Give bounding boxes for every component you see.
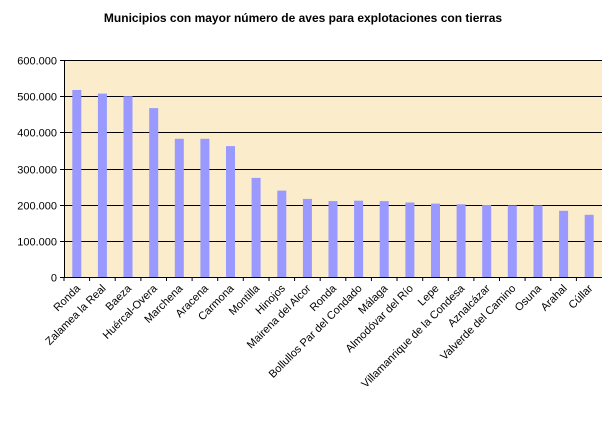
- bar: [379, 201, 389, 277]
- bar: [123, 96, 133, 277]
- bar: [149, 108, 159, 277]
- y-tick-labels: 0 100.000 200.000 300.000 400.000 500.000 600.…: [17, 56, 57, 285]
- bar-series: [72, 90, 594, 277]
- x-tick-label: Osuna: [513, 282, 545, 314]
- y-tick-label: 0: [51, 273, 57, 285]
- bar: [456, 204, 466, 277]
- bar: [482, 205, 492, 277]
- bar: [328, 201, 338, 277]
- bar: [533, 205, 543, 277]
- bar: [200, 138, 210, 277]
- bar: [277, 190, 287, 277]
- y-tick-label: 100.000: [17, 237, 57, 249]
- y-tick-label: 400.000: [17, 128, 57, 140]
- bar: [354, 200, 364, 277]
- axes: [60, 60, 602, 281]
- y-tick-label: 300.000: [17, 165, 57, 177]
- y-tick-label: 500.000: [17, 92, 57, 104]
- bar: [72, 90, 82, 277]
- bar: [174, 138, 184, 277]
- x-tick-label: Arahal: [539, 283, 570, 314]
- y-tick-label: 200.000: [17, 201, 57, 213]
- bar: [251, 177, 261, 277]
- bar: [431, 203, 440, 277]
- bar: [226, 146, 235, 277]
- bar: [302, 198, 312, 277]
- bar: [97, 93, 107, 277]
- bar: [405, 202, 415, 277]
- bar: [584, 214, 594, 277]
- y-tick-label: 600.000: [17, 56, 57, 68]
- bar: [559, 210, 569, 277]
- chart-title: Municipios con mayor número de aves para…: [103, 11, 503, 25]
- bar: [507, 205, 517, 277]
- x-tick-label: Cúllar: [567, 282, 596, 311]
